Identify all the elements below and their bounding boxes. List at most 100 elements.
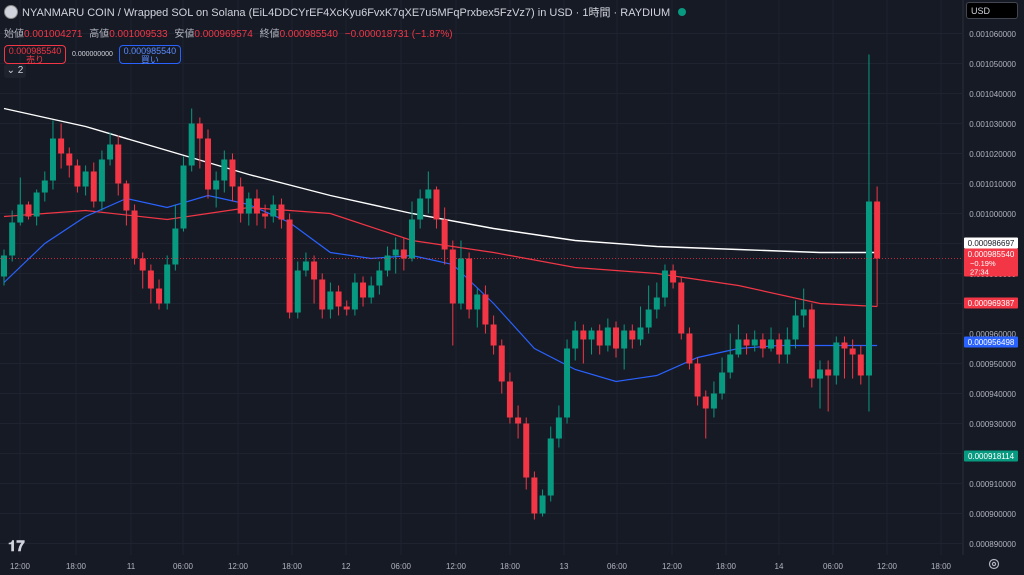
time-tick-label: 18:00 (66, 562, 87, 571)
price-label-ma-fast: 0.000956498 (964, 336, 1018, 348)
candle (825, 360, 832, 412)
close-label: 終値 (259, 29, 280, 40)
candle (139, 252, 146, 289)
candle (784, 327, 791, 364)
candle-body (278, 204, 285, 220)
price-tick-label: 0.001010000 (969, 180, 1016, 189)
candle (841, 336, 848, 379)
candle (172, 204, 179, 271)
market-status-icon[interactable] (678, 8, 687, 16)
candle-body (433, 189, 440, 220)
price-tick-label: 0.001050000 (969, 60, 1016, 69)
indicators-toggle-button[interactable]: ⌄ 2 (4, 64, 26, 78)
time-tick-label: 12:00 (446, 562, 467, 571)
candle (327, 282, 334, 319)
buy-label: 買い (140, 55, 159, 65)
price-tick-label: 0.000950000 (969, 360, 1016, 369)
candle-body (466, 258, 473, 310)
candle-body (302, 261, 309, 271)
symbol-title[interactable]: NYANMARU COIN / Wrapped SOL on Solana (E… (22, 7, 671, 19)
candle (115, 135, 122, 196)
candle (645, 285, 652, 334)
candle-body (384, 255, 391, 271)
candle (262, 204, 269, 229)
candle (58, 123, 65, 169)
candle (515, 405, 522, 439)
candle-body (319, 279, 326, 310)
bar-countdown: 27:34 (970, 268, 989, 277)
candle-body (825, 369, 832, 376)
candle-body (9, 222, 16, 256)
candle (596, 324, 603, 355)
sell-button[interactable]: 0.000985540 売り (4, 45, 66, 65)
candle-body (327, 291, 334, 310)
candle-body (82, 171, 89, 187)
candle (156, 279, 163, 310)
price-axis[interactable]: 0.001060000 0.001050000 0.001040000 0.00103… (964, 30, 1018, 549)
candle (384, 246, 391, 277)
candle (490, 315, 497, 355)
candle-body (180, 165, 187, 229)
candle (66, 147, 73, 178)
candle (865, 54, 872, 412)
candle (25, 201, 32, 220)
price-label-value: 0.000918114 (968, 452, 1015, 461)
candle-body (719, 372, 726, 394)
candle (466, 252, 473, 319)
candle (9, 210, 16, 262)
tradingview-logo-icon[interactable]: 𝟏𝟕 (8, 538, 25, 555)
candle-body (735, 339, 742, 355)
candle (123, 180, 130, 226)
candle-body (213, 180, 220, 190)
candle-body (784, 339, 791, 355)
candle (433, 186, 440, 229)
candle-body (588, 330, 595, 340)
candle-body (596, 330, 603, 346)
price-tick-label: 0.001030000 (969, 120, 1016, 129)
candle (400, 237, 407, 271)
candle-body (351, 282, 358, 310)
candle-body (74, 165, 81, 187)
candle-body (360, 282, 367, 298)
time-axis[interactable]: 12:00 18:00 11 06:00 12:00 18:00 12 06:00 12:00 1… (10, 562, 952, 571)
candle-body (474, 294, 481, 310)
candle-body (686, 333, 693, 364)
candle (768, 327, 775, 352)
candle (637, 306, 644, 346)
open-label: 始値 (4, 29, 24, 40)
candle (474, 288, 481, 328)
candle-body (800, 309, 807, 316)
candle-body (98, 159, 105, 202)
candle-body (400, 249, 407, 259)
candle-body (539, 495, 546, 514)
candle-body (515, 417, 522, 424)
candle (849, 339, 856, 379)
time-tick-label: 18:00 (282, 562, 303, 571)
candle (523, 417, 530, 490)
time-tick-label: 12:00 (228, 562, 249, 571)
candle-body (865, 201, 872, 376)
close-value: 0.000985540 (279, 29, 338, 40)
candle-body (727, 354, 734, 373)
gear-icon[interactable] (988, 558, 1000, 570)
candle-body (33, 192, 40, 217)
candle (800, 288, 807, 328)
candle (555, 405, 562, 448)
candle (539, 489, 546, 517)
candle (751, 330, 758, 352)
candle-body (613, 327, 619, 349)
candle (319, 273, 326, 319)
time-tick-label: 06:00 (391, 562, 412, 571)
candle (278, 198, 285, 229)
candle (253, 189, 260, 226)
candle-body (245, 198, 252, 214)
candle (874, 186, 881, 307)
buy-button[interactable]: 0.000985540 買い (118, 45, 181, 65)
candle-body (702, 396, 709, 409)
candle (857, 345, 864, 385)
candle (653, 282, 660, 319)
currency-select[interactable]: USD (966, 2, 1018, 19)
candle-body (123, 183, 130, 211)
candle-body (751, 339, 758, 346)
